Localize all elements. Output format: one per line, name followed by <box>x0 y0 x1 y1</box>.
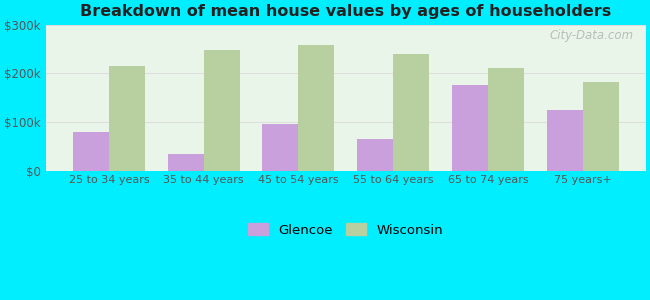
Bar <box>298 45 334 171</box>
Bar <box>203 50 240 171</box>
Bar <box>582 82 619 171</box>
Bar <box>488 68 524 171</box>
Bar <box>263 124 298 171</box>
Bar <box>73 132 109 171</box>
Bar <box>547 110 582 171</box>
Legend: Glencoe, Wisconsin: Glencoe, Wisconsin <box>243 218 448 242</box>
Bar <box>452 85 488 171</box>
Bar <box>393 54 429 171</box>
Bar <box>109 66 145 171</box>
Bar <box>168 154 203 171</box>
Bar <box>357 139 393 171</box>
Text: City-Data.com: City-Data.com <box>550 29 634 42</box>
Title: Breakdown of mean house values by ages of householders: Breakdown of mean house values by ages o… <box>80 4 612 19</box>
